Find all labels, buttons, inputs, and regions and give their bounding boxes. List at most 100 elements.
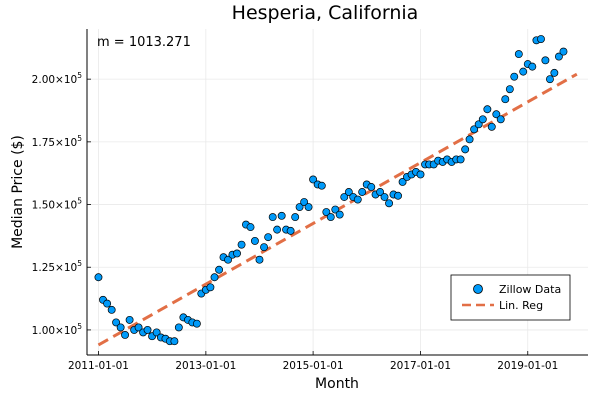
y-tick-label: 2.00×105	[32, 71, 83, 86]
data-point	[541, 56, 550, 65]
data-point	[344, 188, 353, 196]
x-tick-label: 2017-01-01	[390, 360, 451, 372]
data-point	[456, 155, 465, 164]
x-axis-title: Month	[315, 376, 359, 392]
data-point	[291, 213, 300, 222]
data-point	[559, 47, 568, 56]
data-point	[501, 95, 510, 104]
data-point	[470, 125, 479, 134]
data-point	[143, 325, 152, 334]
data-point	[465, 135, 474, 144]
data-point	[514, 50, 523, 59]
y-tick-label: 1.25×105	[32, 259, 83, 274]
data-point	[94, 273, 103, 282]
data-point	[309, 175, 318, 184]
y-tick-exponent: 5	[77, 134, 82, 143]
legend-box	[450, 274, 571, 321]
data-point	[273, 225, 282, 234]
data-point	[192, 319, 201, 328]
data-point	[331, 205, 340, 214]
y-tick-exponent: 5	[77, 71, 82, 80]
data-point	[528, 62, 537, 71]
data-point	[340, 193, 349, 201]
data-point	[322, 208, 331, 217]
chart-title: Hesperia, California	[232, 2, 419, 24]
data-point	[237, 240, 246, 249]
y-tick-label: 1.75×105	[32, 134, 83, 149]
data-point	[286, 226, 295, 235]
data-point	[264, 233, 273, 242]
data-point	[478, 115, 487, 124]
data-point	[317, 181, 326, 190]
data-point	[358, 188, 367, 196]
data-point	[474, 120, 483, 129]
data-point	[304, 203, 313, 211]
x-tick-label: 2013-01-01	[175, 360, 236, 372]
data-point	[505, 85, 514, 94]
data-point	[125, 315, 134, 324]
data-point	[353, 195, 362, 204]
data-point	[174, 323, 183, 332]
data-point	[260, 243, 268, 252]
data-point	[300, 198, 309, 206]
slope-annotation: m = 1013.271	[97, 35, 191, 50]
data-point	[398, 178, 407, 186]
data-point	[326, 213, 335, 222]
data-point	[170, 337, 179, 346]
data-point	[134, 323, 143, 332]
data-point	[255, 255, 264, 264]
data-point	[461, 145, 470, 154]
data-point	[367, 183, 376, 191]
data-point	[215, 265, 224, 274]
data-point	[250, 236, 259, 245]
y-tick-label: 1.00×105	[32, 322, 83, 337]
y-tick-exponent: 5	[77, 197, 82, 206]
x-tick-label: 2015-01-01	[283, 360, 344, 372]
x-tick-label: 2019-01-01	[497, 360, 558, 372]
data-point	[277, 211, 286, 220]
data-point	[496, 115, 505, 124]
data-point	[224, 255, 232, 264]
data-point	[380, 193, 389, 201]
legend-marker-zillow	[473, 284, 483, 294]
x-tick-label: 2011-01-01	[68, 360, 129, 372]
data-point	[376, 188, 385, 196]
data-point	[206, 283, 215, 292]
data-point	[268, 213, 277, 222]
data-point	[545, 75, 554, 84]
x-axis-ticks: 2011-01-01 2013-01-01 2015-01-01 2017-01-01…	[68, 351, 558, 372]
data-point	[550, 68, 559, 77]
data-point	[116, 323, 125, 332]
data-point	[246, 223, 255, 232]
data-point	[394, 191, 402, 200]
grid	[87, 29, 588, 355]
data-point	[112, 318, 121, 327]
data-point	[487, 122, 496, 131]
data-point	[416, 170, 425, 179]
data-point	[107, 305, 116, 314]
data-point	[385, 199, 394, 208]
data-point	[103, 299, 112, 308]
data-point	[295, 203, 304, 211]
y-axis-title: Median Price ($)	[10, 135, 26, 249]
data-point	[121, 330, 130, 339]
data-point	[519, 67, 528, 76]
data-point	[483, 105, 492, 114]
data-point	[492, 110, 501, 119]
legend-label-zillow: Zillow Data	[499, 283, 561, 296]
y-tick-exponent: 5	[77, 259, 82, 268]
data-point	[233, 249, 241, 258]
legend-label-linreg: Lin. Reg	[499, 299, 543, 312]
data-point	[210, 273, 219, 282]
y-tick-exponent: 5	[77, 322, 82, 331]
y-axis-ticks: 1.00×105 1.25×105 1.50×105 1.75×105 2.00×105	[32, 71, 91, 337]
y-tick-label: 1.50×105	[32, 197, 83, 212]
legend: Zillow Data Lin. Reg	[450, 274, 571, 321]
data-points	[94, 35, 568, 346]
data-point	[554, 52, 563, 61]
data-point	[335, 210, 344, 219]
data-point	[510, 72, 519, 81]
data-point	[152, 328, 161, 337]
data-point	[537, 35, 545, 43]
